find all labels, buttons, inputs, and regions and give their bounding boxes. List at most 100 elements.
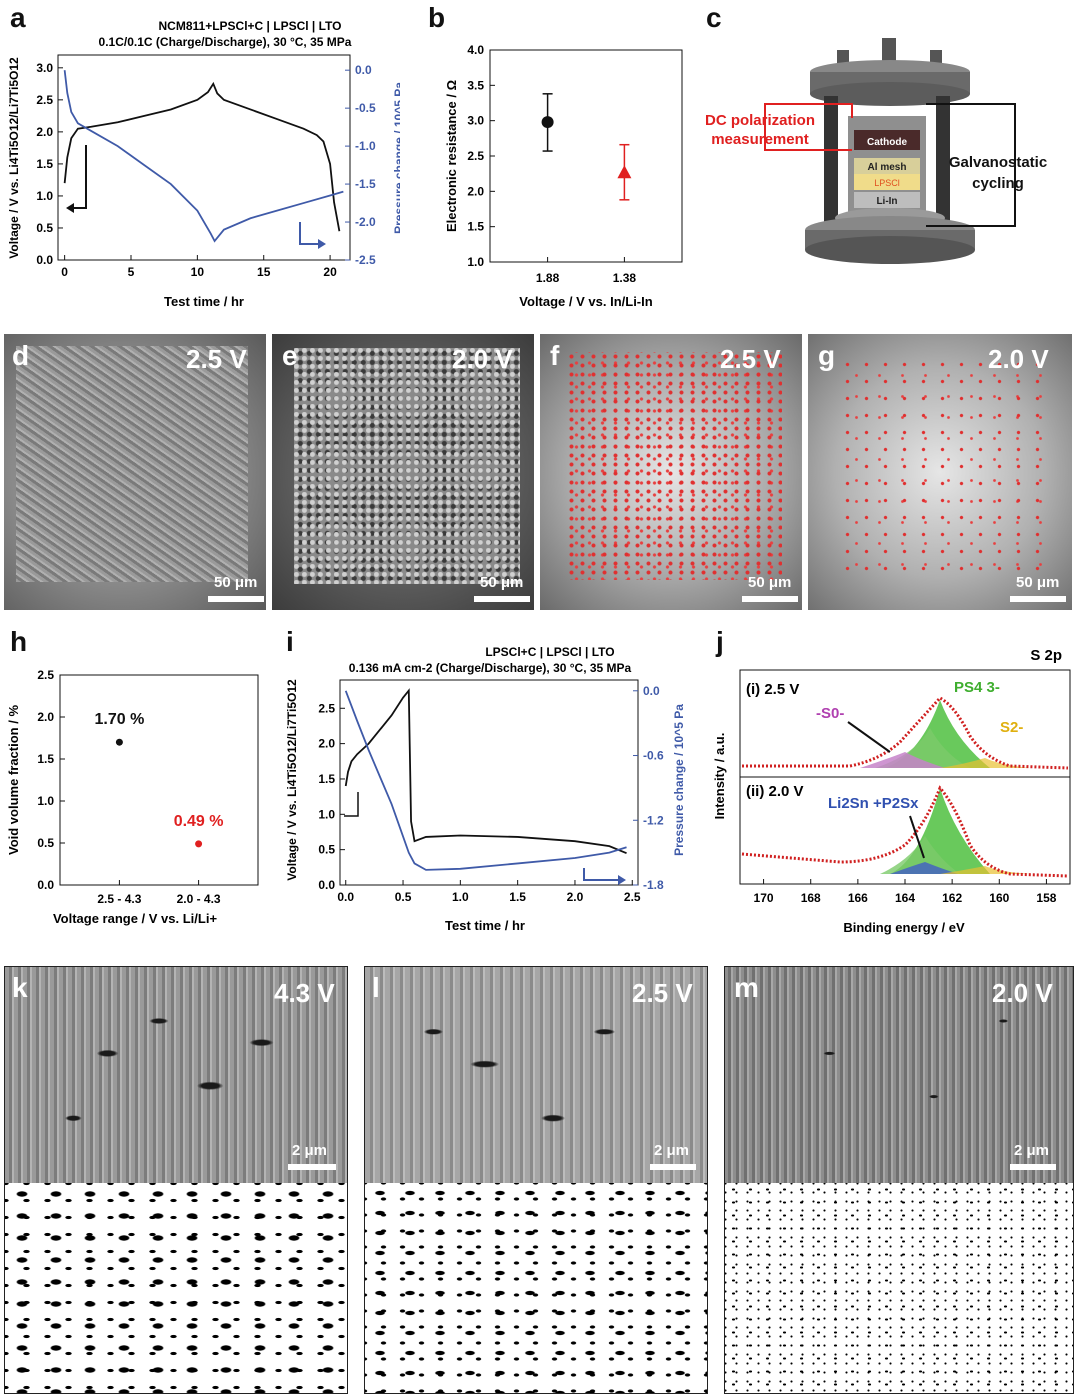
sem-m-scalebar — [1010, 1164, 1056, 1170]
chart-j-title: S 2p — [1030, 647, 1062, 664]
chart-j-xtick-label: 168 — [801, 891, 821, 905]
chart-b-points — [541, 93, 632, 201]
micrograph-f — [540, 334, 802, 610]
chart-a-left-arrow — [68, 145, 87, 209]
chart-h-yticks: 0.0 0.5 1.0 1.5 2.0 2.5 — [37, 668, 65, 892]
panel-letter-h: h — [10, 626, 28, 657]
dc-wire — [764, 103, 853, 151]
chart-j-xtick-label: 170 — [754, 891, 774, 905]
chart-i-ytick-left-label: 2.5 — [318, 701, 335, 715]
chart-h-plot-area — [59, 674, 259, 886]
chart-i-ytick-right-label: -0.6 — [643, 749, 664, 763]
chart-a-title1: NCM811+LPSCl+C | LPSCl | LTO — [159, 19, 342, 33]
chart-a-ylabel-left: Voltage / V vs. Li4Ti5O12/Li7Ti5O12 — [7, 57, 21, 259]
panel-letter-i: i — [286, 626, 294, 657]
chart-i-lines — [344, 688, 627, 871]
micrograph-d-scale: 50 μm — [214, 574, 258, 591]
chart-a-voltage-line — [63, 81, 341, 232]
chart-j-s0-arrow — [847, 721, 891, 753]
chart-i-xtick-label: 0.0 — [337, 890, 354, 904]
chart-b-plot-area — [489, 49, 683, 263]
panel-letter-l: l — [372, 972, 380, 1003]
liin-layer — [854, 192, 920, 208]
micrograph-f-scalebar — [742, 596, 798, 602]
chart-i-plot-area — [339, 679, 639, 886]
chart-i-right-arrowhead — [618, 875, 626, 885]
micrograph-e-voltage: 2.0 V — [452, 344, 513, 374]
chart-i-pressure-line — [344, 690, 627, 871]
chart-b-ytick-label: 4.0 — [467, 43, 484, 57]
chart-i-title1: LPSCl+C | LPSCl | LTO — [485, 645, 614, 659]
chart-a-yticks-right: 0.0 -0.5 -1.0 -1.5 -2.0 -2.5 — [345, 63, 376, 267]
galv-label-line1: Galvanostatic — [949, 154, 1047, 171]
chart-i-voltage-line — [344, 688, 627, 855]
chart-i-ytick-left-label: 1.0 — [318, 807, 335, 821]
panel-letter-g: g — [818, 340, 836, 371]
micrograph-g-voltage: 2.0 V — [988, 344, 1049, 374]
chart-i-ytick-right-label: -1.8 — [643, 878, 664, 892]
chart-b-xlabel: Voltage / V vs. In/Li-In — [519, 294, 652, 309]
micrograph-g — [808, 334, 1072, 610]
chart-i-ytick-left-label: 0.5 — [318, 843, 335, 857]
chart-h-point — [115, 738, 123, 746]
chart-b-xticks: 1.88 1.38 — [536, 257, 636, 285]
chart-h-ylabel: Void volume fraction / % — [6, 705, 21, 855]
micrograph-g-voids — [838, 356, 1050, 578]
chart-a-title2: 0.1C/0.1C (Charge/Discharge), 30 °C, 35 … — [99, 35, 352, 49]
cell-diagram: Cathode Al mesh LPSCl Li-In DC polarizat… — [705, 38, 1047, 264]
sem-l-scale: 2 μm — [654, 1142, 690, 1159]
panel-letter-e: e — [282, 340, 298, 371]
chart-h-ytick-label: 2.0 — [37, 710, 54, 724]
panel-letter-f: f — [550, 340, 560, 371]
chart-a-lines — [63, 70, 344, 243]
micrograph-f-voltage: 2.5 V — [720, 344, 781, 374]
micrograph-d-texture — [16, 346, 248, 582]
chart-h-ytick-label: 0.0 — [37, 878, 54, 892]
galv-label-line2: cycling — [972, 175, 1024, 192]
chart-h: 0.0 0.5 1.0 1.5 2.0 2.5 2.5 - 4.3 2.0 - 4.3 1.… — [6, 668, 259, 926]
sem-l-scalebar — [650, 1164, 696, 1170]
panel-letter-a: a — [10, 2, 26, 33]
chart-i-ytick-left-label: 0.0 — [318, 878, 335, 892]
chart-b-xtick-label: 1.88 — [536, 271, 560, 285]
chart-j-ps4-label: PS4 3- — [954, 679, 1000, 696]
chart-a-pressure-line — [63, 70, 344, 243]
chart-a-xtick-label: 15 — [257, 265, 271, 279]
lpscl-label: LPSCl — [874, 178, 900, 188]
panel-letter-d: d — [12, 340, 30, 371]
sem-k-voltage: 4.3 V — [274, 978, 335, 1008]
chart-a-xticks: 0 5 10 15 20 — [61, 255, 337, 279]
chart-h-ytick-label: 2.5 — [37, 668, 54, 682]
chart-b: 1.0 1.5 2.0 2.5 3.0 3.5 4.0 1.88 1.38 Voltage /… — [444, 43, 683, 309]
chart-a-xtick-label: 20 — [323, 265, 337, 279]
chart-a-ytick-right-label: -1.5 — [355, 177, 376, 191]
dc-label-line1: DC polarization — [705, 112, 815, 129]
sem-panel-l — [364, 966, 708, 1394]
sem-m-scale: 2 μm — [1014, 1142, 1050, 1159]
chart-a-xtick-label: 5 — [128, 265, 135, 279]
chart-j-xtick-label: 158 — [1036, 891, 1056, 905]
chart-a-ytick-right-label: -2.5 — [355, 253, 376, 267]
micrograph-f-scale: 50 μm — [748, 574, 792, 591]
chart-a-ytick-left-label: 1.0 — [36, 189, 53, 203]
chart-a-ytick-left-label: 0.5 — [36, 221, 53, 235]
chart-i-xtick-label: 0.5 — [395, 890, 412, 904]
almesh-layer — [854, 158, 920, 174]
chart-b-ytick-label: 1.0 — [467, 255, 484, 269]
chart-b-ylabel: Electronic resistance / Ω — [444, 80, 459, 232]
chart-a-ytick-left-label: 2.5 — [36, 93, 53, 107]
chart-h-ytick-label: 1.0 — [37, 794, 54, 808]
j-top-s0-peak — [860, 752, 945, 768]
j-bottom-lisn-peak — [890, 862, 958, 874]
top-plate-bottom — [810, 82, 970, 106]
chart-j-xticks: 170 168 166 164 162 160 158 — [754, 879, 1057, 905]
chart-a: NCM811+LPSCl+C | LPSCl | LTO 0.1C/0.1C (… — [7, 19, 400, 309]
panel-letter-b: b — [428, 2, 446, 33]
micrograph-g-scale: 50 μm — [1016, 574, 1060, 591]
sem-k-scale: 2 μm — [292, 1142, 328, 1159]
chart-j-lisn-label: Li2Sn +P2Sx — [828, 795, 919, 812]
chart-b-ytick-label: 2.0 — [467, 184, 484, 198]
chart-i-xticks: 0.0 0.5 1.0 1.5 2.0 2.5 — [337, 880, 641, 904]
chart-i-right-arrow — [583, 868, 622, 881]
chart-j-lisn-arrow — [909, 815, 925, 859]
